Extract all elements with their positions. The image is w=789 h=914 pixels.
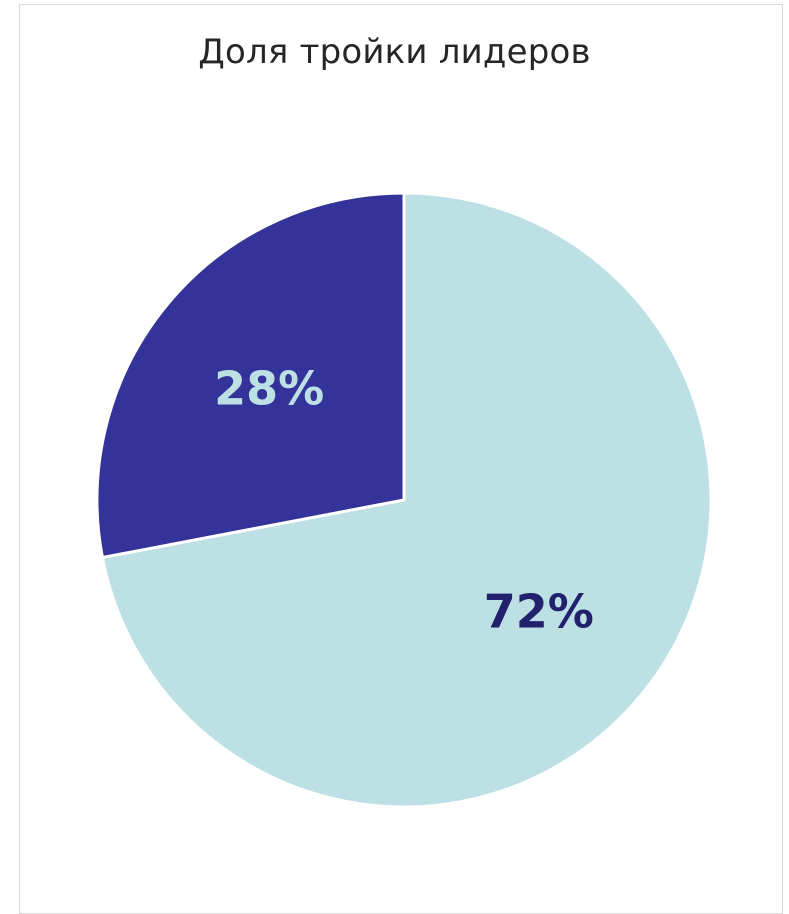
pie-slice-2 xyxy=(95,191,406,560)
slice-label-1: 72% xyxy=(484,585,594,639)
slice-label-2: 28% xyxy=(214,361,324,415)
pie-slices xyxy=(95,191,713,809)
chart-title: Доля тройки лидеров xyxy=(198,32,591,72)
pie-labels: 72% 28% xyxy=(214,361,594,638)
pie-slice-1 xyxy=(100,191,713,809)
